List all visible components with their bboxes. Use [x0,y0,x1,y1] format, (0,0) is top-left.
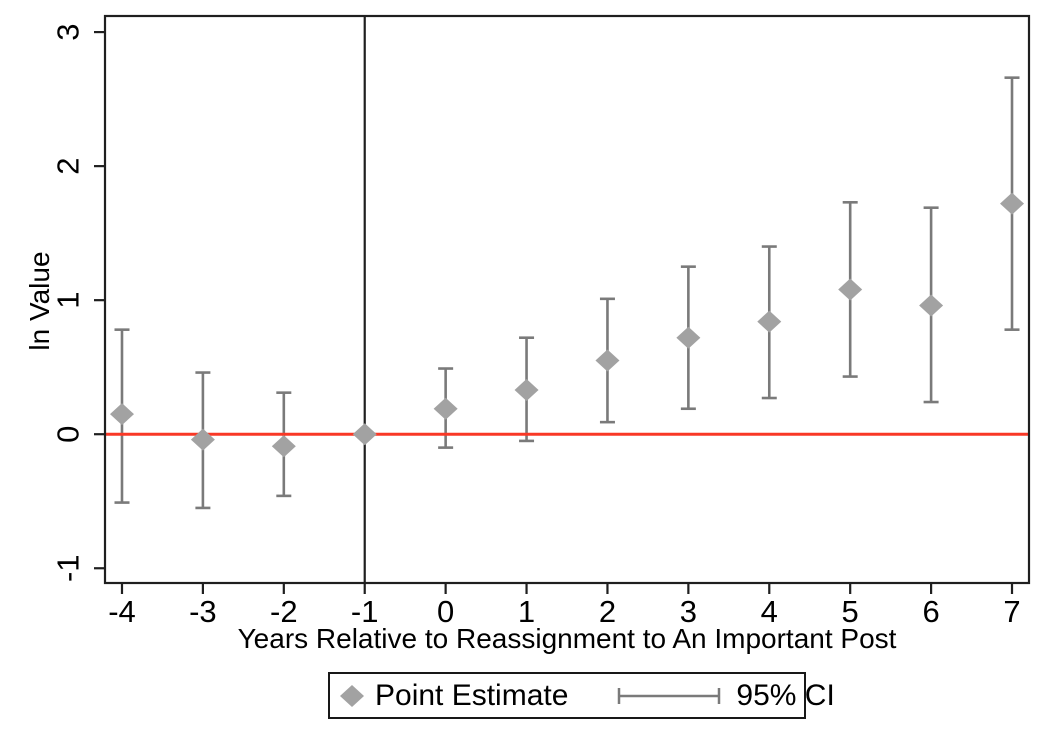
plot-border [103,14,1031,585]
legend-point-estimate-label: Point Estimate [375,678,569,712]
ci-errorbar-icon [618,687,721,704]
point-estimate-diamond [271,435,296,458]
y-tick-label: 2 [51,158,86,175]
y-axis-title: ln Value [24,251,55,351]
point-estimate-diamond [757,310,782,333]
legend: Point Estimate 95% CI [328,672,835,719]
point-estimate-diamond [676,326,701,349]
x-tick-label: 5 [842,594,859,629]
y-tick-label: -1 [51,554,86,582]
x-tick-label: 3 [680,594,697,629]
x-tick-label: 2 [599,594,616,629]
point-estimate-diamond [1000,192,1025,215]
y-tick-label: 1 [51,292,86,309]
x-tick-label: 6 [922,594,939,629]
y-tick-label: 3 [51,23,86,40]
point-estimate-diamond [109,403,134,426]
point-estimate-diamond-icon [340,684,364,707]
y-tick-label: 0 [51,426,86,443]
x-tick-label: -1 [351,594,379,629]
point-estimate-diamond [352,423,377,446]
x-tick-label: 7 [1003,594,1020,629]
x-tick-label: 4 [761,594,778,629]
point-estimate-diamond [514,378,539,401]
legend-ci-label: 95% CI [736,678,835,712]
x-tick-label: 1 [518,594,535,629]
x-tick-label: -3 [189,594,217,629]
x-axis-title: Years Relative to Reassignment to An Imp… [237,623,897,654]
point-estimate-diamond [433,397,458,420]
x-tick-label: -4 [108,594,136,629]
point-estimate-diamond [190,428,215,451]
point-estimate-diamond [595,349,620,372]
x-tick-label: 0 [437,594,454,629]
x-tick-label: -2 [270,594,298,629]
point-estimate-diamond [838,278,863,301]
point-estimate-diamond [919,294,944,317]
